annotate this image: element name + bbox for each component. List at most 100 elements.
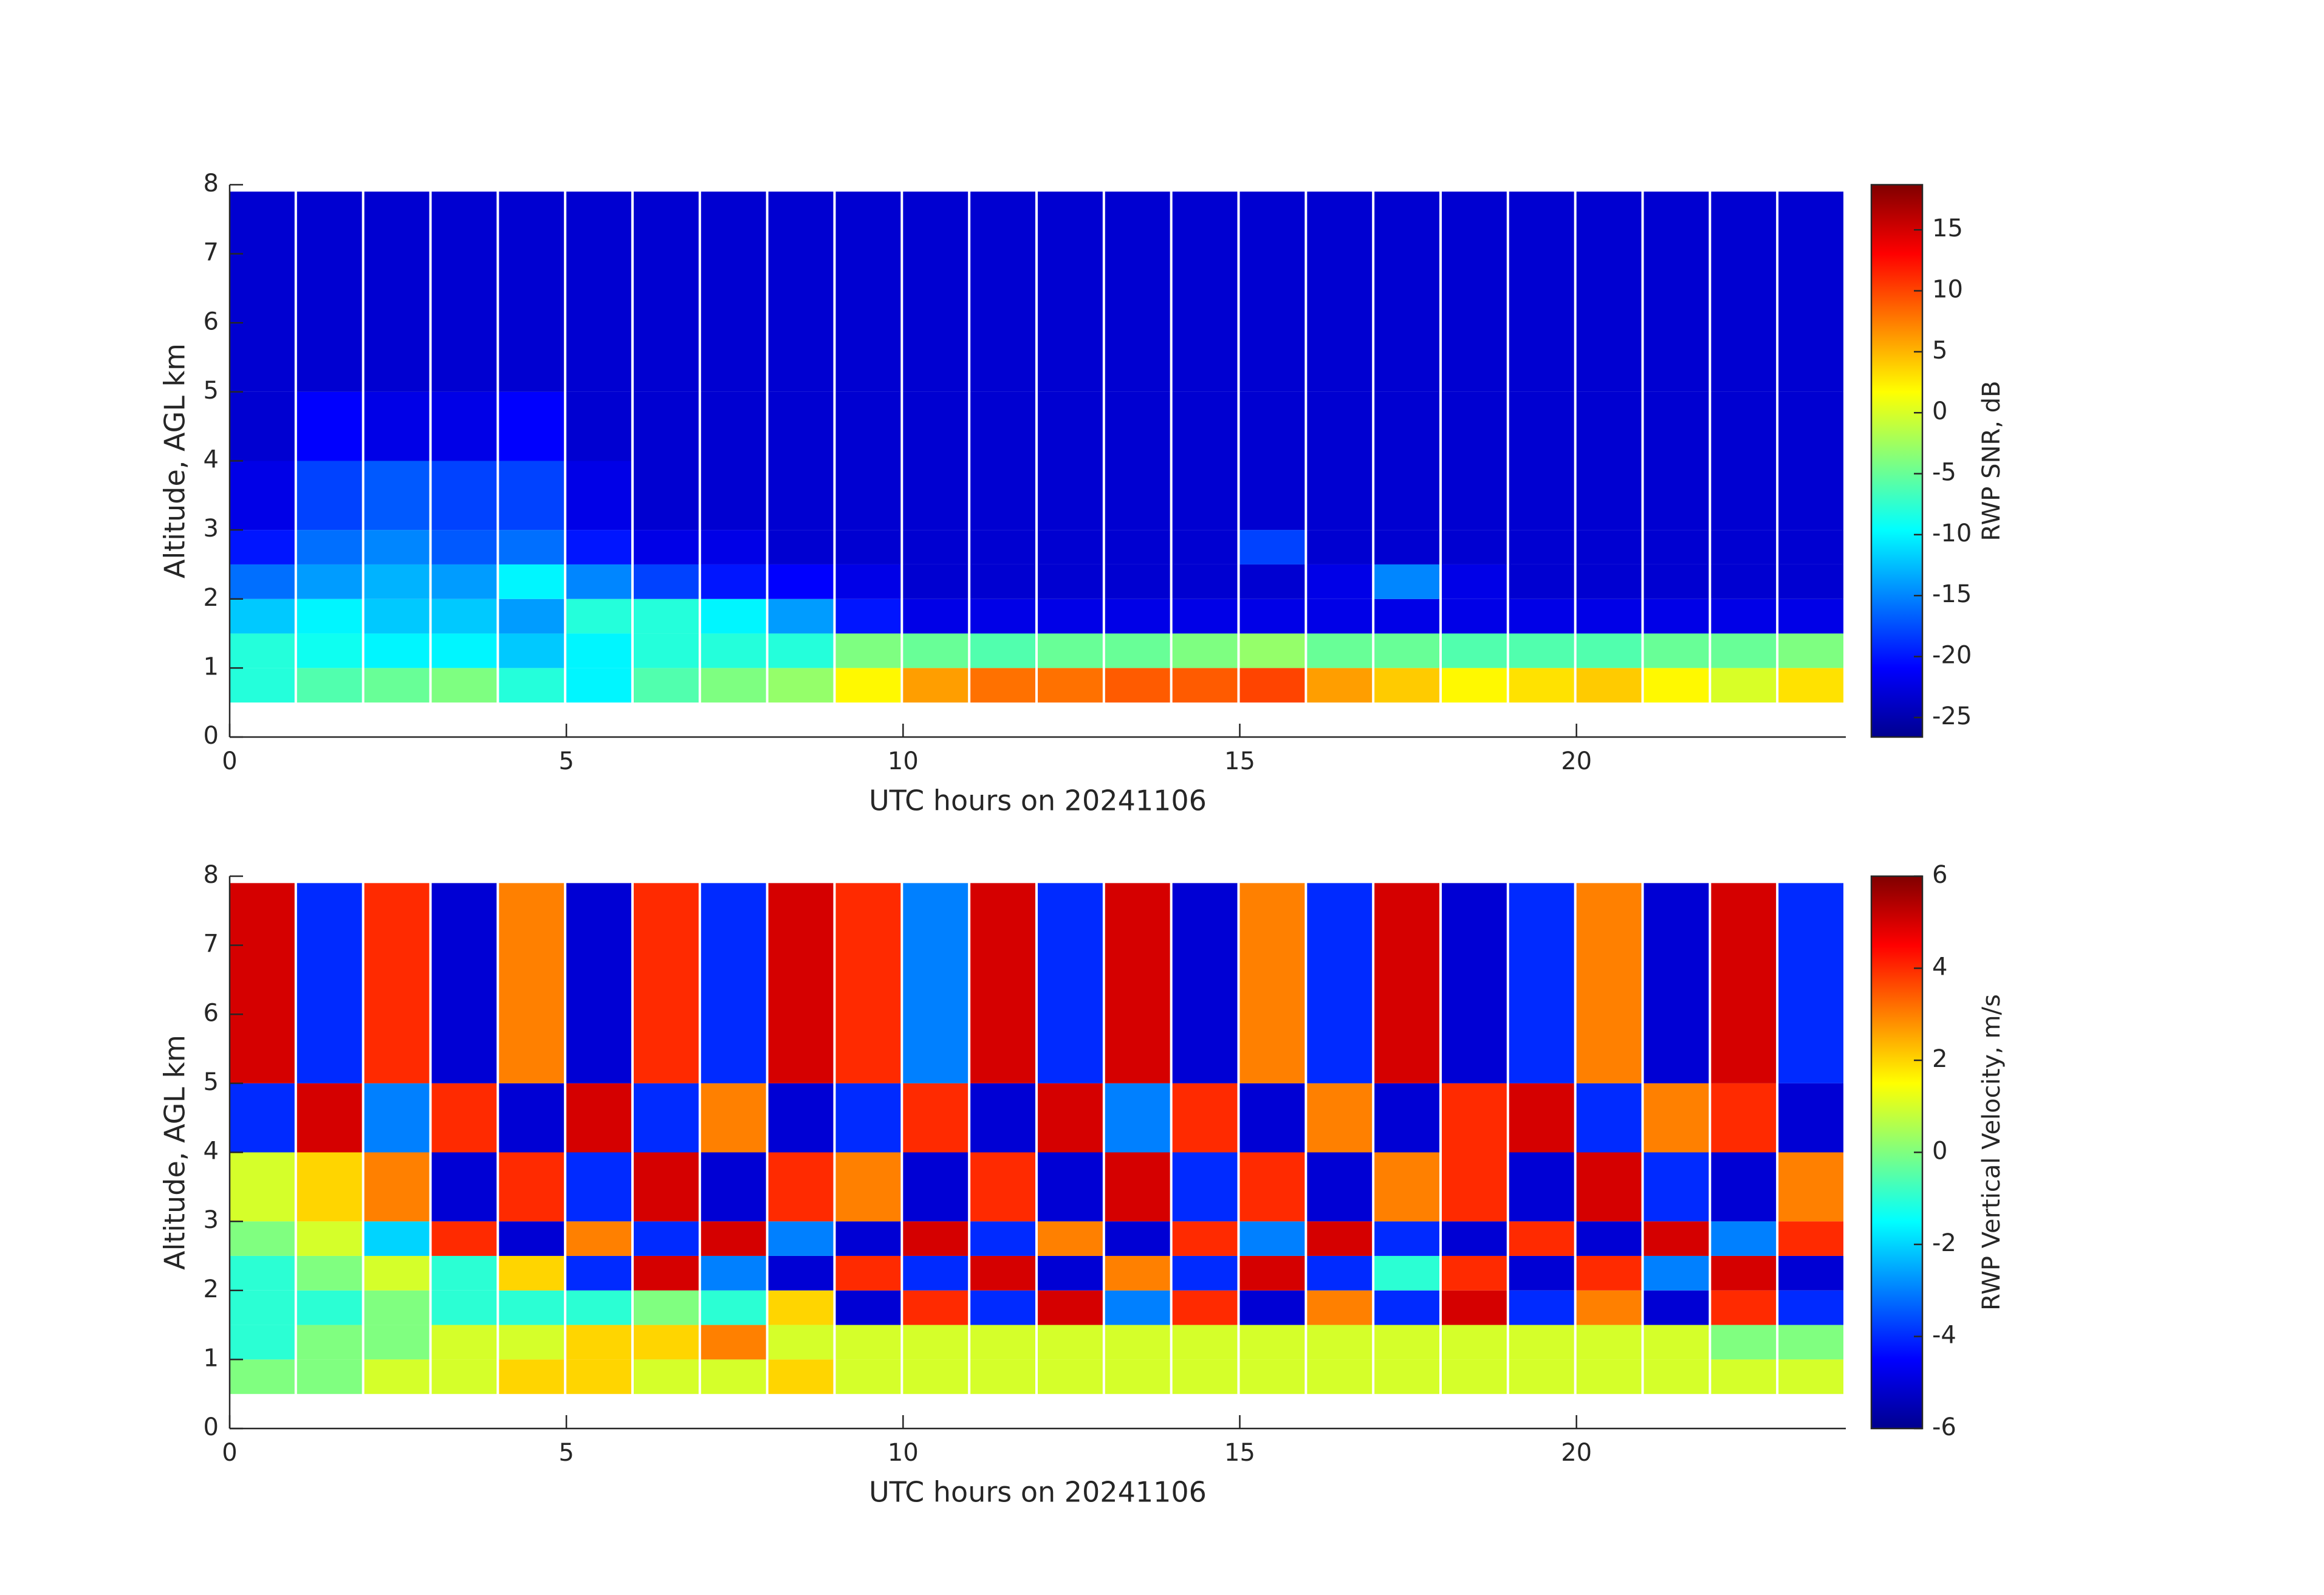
heatmap-cell [970,1255,1035,1291]
heatmap-cell [768,668,834,703]
heatmap-cell [1576,564,1642,599]
heatmap-cell [1038,191,1103,392]
heatmap-cell [230,1152,295,1222]
heatmap-cell [1374,461,1439,530]
heatmap-cell [1239,461,1305,530]
heatmap-cell [634,668,699,703]
heatmap-cell [1509,1152,1574,1222]
heatmap-cell [701,633,766,668]
heatmap-cell [903,530,968,564]
heatmap-cell [1239,530,1305,564]
heatmap-cell [634,1359,699,1394]
heatmap-cell [1038,1083,1103,1153]
heatmap-cell [768,633,834,668]
heatmap-cell [1644,1083,1709,1153]
heatmap-cell [1239,1083,1305,1153]
heatmap-cell [835,668,901,703]
heatmap-cell [1711,1221,1777,1256]
colorbar-tick-label: 10 [1932,276,1963,304]
heatmap-cell [1509,1221,1574,1256]
heatmap-cell [566,1290,631,1325]
heatmap-cell [835,1325,901,1360]
heatmap-cell [835,461,901,530]
heatmap-cell [296,461,362,530]
heatmap-cell [835,1221,901,1256]
heatmap-cell [1576,599,1642,634]
heatmap-cell [1239,1359,1305,1394]
heatmap-cell [499,1221,564,1256]
heatmap-cell [768,191,834,392]
x-tick-label: 20 [1561,747,1592,775]
heatmap-cell [1105,1083,1170,1153]
heatmap-cell [835,391,901,461]
heatmap-cell [1307,883,1373,1083]
heatmap-cell [903,461,968,530]
heatmap-cell [1239,191,1305,392]
heatmap-cell [1105,1359,1170,1394]
heatmap-cell [1509,1083,1574,1153]
heatmap-cell [296,1359,362,1394]
heatmap-cell [634,633,699,668]
heatmap-cell [1644,1152,1709,1222]
heatmap-cell [1172,1083,1238,1153]
heatmap-cell [1442,1152,1507,1222]
heatmap-cell [1442,191,1507,392]
heatmap-cell [296,633,362,668]
heatmap-cell [566,1152,631,1222]
heatmap-cell [566,530,631,564]
heatmap-cell [768,1359,834,1394]
heatmap-cell [1778,599,1843,634]
heatmap-cell [1778,191,1843,392]
heatmap-cell [364,1325,430,1360]
colorbar [1870,184,1924,738]
heatmap-cell [701,530,766,564]
heatmap-cell [768,1325,834,1360]
heatmap-cell [296,530,362,564]
colorbar-tick-label: 6 [1932,861,1947,889]
heatmap-cell [499,883,564,1083]
heatmap-cell [1509,633,1574,668]
colorbar-tick-label: -2 [1932,1229,1956,1257]
heatmap-cell [1711,564,1777,599]
y-tick-label: 4 [204,446,219,474]
heatmap-cell [903,564,968,599]
heatmap-cell [431,633,497,668]
heatmap-cell [1509,1359,1574,1394]
heatmap-cell [1778,1083,1843,1153]
heatmap-cell [1644,530,1709,564]
heatmap-cell [1374,1255,1439,1291]
heatmap-cell [1576,1325,1642,1360]
heatmap-cell [1038,668,1103,703]
heatmap-cell [230,461,295,530]
heatmap-cell [835,1359,901,1394]
heatmap-cell [1038,530,1103,564]
heatmap-cell [1644,564,1709,599]
heatmap-cell [431,1359,497,1394]
heatmap-cell [499,1152,564,1222]
y-tick-label: 8 [204,861,219,889]
y-axis-label: Altitude, AGL km [159,1035,191,1270]
heatmap-cell [1442,1221,1507,1256]
heatmap-cell [1778,461,1843,530]
heatmap-cell [1307,530,1373,564]
heatmap-cell [1576,1255,1642,1291]
heatmap-cell [499,461,564,530]
heatmap-cell [499,1359,564,1394]
heatmap-cell [634,1325,699,1360]
colorbar-tick-label: -4 [1932,1322,1956,1350]
heatmap-cell [296,1083,362,1153]
heatmap-cell [701,1325,766,1360]
heatmap-cell [1442,564,1507,599]
heatmap-cell [230,191,295,392]
heatmap-cell [364,633,430,668]
heatmap-cell [768,1290,834,1325]
heatmap-cell [230,1359,295,1394]
heatmap-cell [1038,391,1103,461]
heatmap-cell [1038,599,1103,634]
heatmap-cell [1307,1221,1373,1256]
heatmap-cell [1038,1325,1103,1360]
heatmap-cell [431,391,497,461]
heatmap-cell [768,564,834,599]
x-tick-label: 20 [1561,1439,1592,1467]
